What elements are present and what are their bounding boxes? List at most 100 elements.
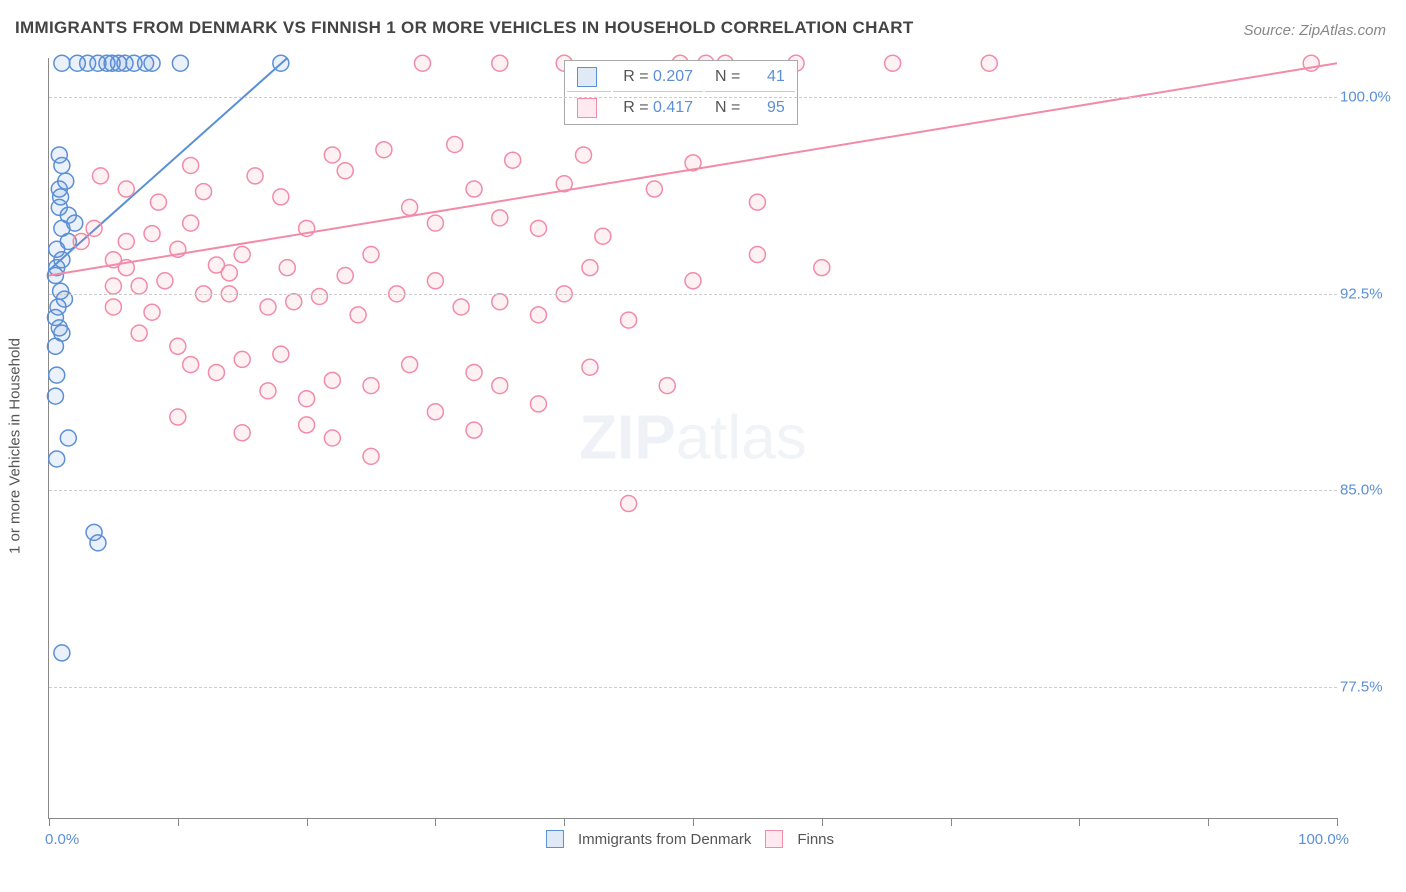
data-point (73, 233, 89, 249)
data-point (427, 404, 443, 420)
data-point (402, 199, 418, 215)
data-point (415, 55, 431, 71)
legend-swatch (765, 830, 783, 848)
data-point (981, 55, 997, 71)
data-point (170, 409, 186, 425)
data-point (492, 378, 508, 394)
legend-swatch (577, 98, 597, 118)
data-point (337, 163, 353, 179)
x-tick (693, 818, 694, 826)
grid-line (49, 294, 1337, 295)
data-point (247, 168, 263, 184)
grid-line (49, 687, 1337, 688)
data-point (131, 325, 147, 341)
data-point (183, 215, 199, 231)
data-point (299, 391, 315, 407)
data-point (105, 278, 121, 294)
data-point (170, 338, 186, 354)
data-point (183, 357, 199, 373)
legend-series: Immigrants from Denmark Finns (542, 830, 844, 848)
legend-series-label: Immigrants from Denmark (578, 831, 751, 848)
data-point (93, 168, 109, 184)
data-point (402, 357, 418, 373)
data-point (118, 233, 134, 249)
data-point (299, 417, 315, 433)
data-point (157, 273, 173, 289)
data-point (144, 55, 160, 71)
data-point (749, 194, 765, 210)
data-point (60, 430, 76, 446)
x-tick (951, 818, 952, 826)
data-point (427, 215, 443, 231)
y-axis-title: 1 or more Vehicles in Household (7, 338, 24, 554)
y-tick-label: 92.5% (1340, 285, 1395, 302)
data-point (363, 247, 379, 263)
data-point (576, 147, 592, 163)
data-point (324, 430, 340, 446)
data-point (466, 422, 482, 438)
data-point (492, 294, 508, 310)
legend-stats: R = 0.207N = 41R = 0.417N = 95 (564, 60, 798, 125)
data-point (49, 451, 65, 467)
data-point (350, 307, 366, 323)
data-point (90, 535, 106, 551)
x-tick (1208, 818, 1209, 826)
data-point (466, 181, 482, 197)
data-point (234, 351, 250, 367)
data-point (885, 55, 901, 71)
x-max-label: 100.0% (1298, 831, 1349, 848)
data-point (221, 265, 237, 281)
data-point (172, 55, 188, 71)
data-point (273, 189, 289, 205)
data-point (49, 367, 65, 383)
data-point (144, 226, 160, 242)
data-point (492, 210, 508, 226)
data-point (447, 136, 463, 152)
data-point (621, 496, 637, 512)
data-point (646, 181, 662, 197)
legend-swatch (577, 67, 597, 87)
x-tick (178, 818, 179, 826)
data-point (196, 184, 212, 200)
data-point (54, 325, 70, 341)
x-tick (1337, 818, 1338, 826)
data-point (183, 157, 199, 173)
x-tick (1079, 818, 1080, 826)
data-point (273, 346, 289, 362)
data-point (54, 645, 70, 661)
legend-series-label: Finns (797, 831, 834, 848)
data-point (234, 425, 250, 441)
legend-stat-row: R = 0.207N = 41 (567, 63, 795, 92)
y-tick-label: 77.5% (1340, 678, 1395, 695)
data-point (324, 372, 340, 388)
data-point (427, 273, 443, 289)
data-point (234, 247, 250, 263)
data-point (530, 307, 546, 323)
data-point (54, 55, 70, 71)
chart-title: IMMIGRANTS FROM DENMARK VS FINNISH 1 OR … (15, 18, 914, 38)
data-point (582, 260, 598, 276)
data-point (530, 220, 546, 236)
plot-svg (49, 58, 1337, 818)
data-point (144, 304, 160, 320)
data-point (51, 181, 67, 197)
data-point (595, 228, 611, 244)
data-point (324, 147, 340, 163)
data-point (50, 299, 66, 315)
data-point (260, 383, 276, 399)
x-tick (564, 818, 565, 826)
data-point (505, 152, 521, 168)
data-point (659, 378, 675, 394)
data-point (466, 364, 482, 380)
data-point (279, 260, 295, 276)
legend-swatch (546, 830, 564, 848)
data-point (530, 396, 546, 412)
data-point (685, 273, 701, 289)
data-point (453, 299, 469, 315)
data-point (131, 278, 147, 294)
x-tick (307, 818, 308, 826)
data-point (47, 388, 63, 404)
data-point (118, 181, 134, 197)
x-min-label: 0.0% (45, 831, 79, 848)
x-tick (822, 818, 823, 826)
